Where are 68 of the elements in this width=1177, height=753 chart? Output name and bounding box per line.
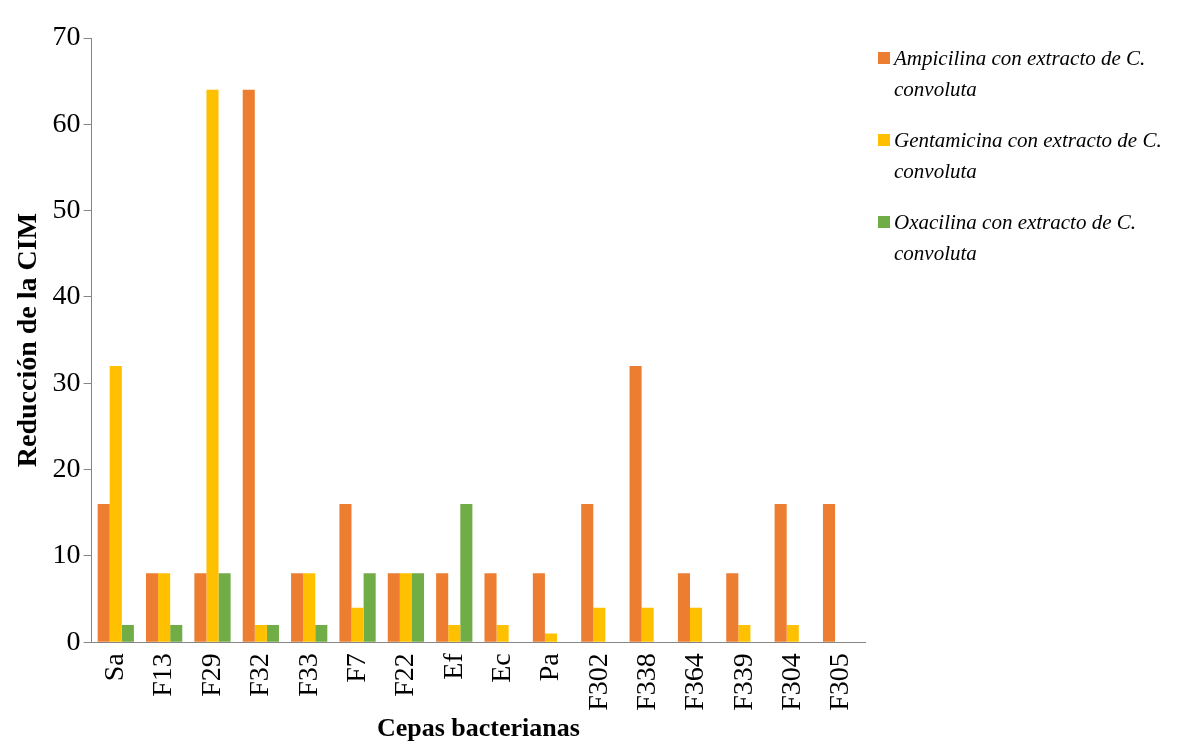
bar: [786, 624, 799, 642]
bar: [689, 607, 703, 642]
x-axis-title: Cepas bacterianas: [376, 713, 580, 743]
bar: [109, 366, 122, 642]
x-tick-label: Ec: [484, 653, 516, 683]
bar: [363, 573, 376, 642]
bar: [146, 573, 159, 642]
bar: [822, 504, 836, 642]
x-tick-label: F33: [291, 653, 323, 697]
legend-label: Ampicilina con extracto de C. convoluta: [894, 45, 1147, 103]
bar: [303, 573, 316, 642]
y-axis-title: Reducción de la CIM: [11, 212, 43, 468]
legend-label: Gentamicina con extracto de C. convoluta: [894, 127, 1163, 185]
x-tick-label: F7: [339, 653, 371, 683]
bar: [339, 504, 352, 642]
bar: [448, 624, 461, 642]
bar: [726, 573, 739, 642]
bar: [496, 624, 509, 642]
bar: [254, 624, 267, 642]
bar: [97, 504, 110, 642]
bar: [291, 573, 304, 642]
bar: [411, 573, 425, 642]
x-tick-label: F32: [243, 653, 275, 697]
x-tick-label: F29: [194, 653, 226, 697]
bar: [158, 573, 171, 642]
y-tick-label: 20: [52, 451, 81, 483]
bar: [242, 89, 255, 642]
bar: [738, 624, 751, 642]
bar: [593, 607, 606, 642]
x-tick-label: F305: [823, 653, 855, 711]
y-tick-label: 60: [52, 106, 81, 138]
x-tick-label: F302: [581, 653, 613, 711]
bar: [629, 366, 642, 642]
x-tick-label: F304: [775, 653, 807, 711]
bar: [436, 573, 449, 642]
y-tick-label: 30: [52, 365, 81, 397]
x-tick-label: Sa: [98, 652, 130, 682]
x-tick-label: F338: [630, 653, 662, 711]
legend-label: Oxacilina con extracto de C. convoluta: [894, 209, 1137, 267]
y-tick-label: 50: [52, 193, 81, 224]
bar: [351, 607, 364, 642]
x-tick-label: Ef: [436, 652, 468, 680]
bar: [774, 504, 787, 642]
bar: [170, 624, 183, 642]
y-tick-label: 40: [52, 279, 81, 311]
bar: [121, 624, 134, 642]
bar: [315, 624, 328, 642]
x-tick-label: F13: [146, 653, 178, 697]
bar: [460, 504, 473, 642]
bar: [484, 573, 497, 642]
y-tick-label: 0: [66, 624, 81, 656]
bar: [544, 633, 558, 642]
bar: [206, 89, 219, 642]
x-tick-label: F364: [678, 653, 710, 711]
bar: [194, 573, 207, 642]
y-tick-label: 70: [52, 20, 81, 52]
bar: [532, 573, 545, 642]
bar: [641, 607, 654, 642]
x-tick-label: Pa: [533, 652, 565, 682]
bar: [266, 624, 279, 642]
bar: [677, 573, 690, 642]
bar: [387, 573, 400, 642]
bar: [581, 504, 594, 642]
bar: [218, 573, 231, 642]
x-tick-label: F339: [726, 653, 758, 711]
y-tick-label: 10: [52, 538, 81, 570]
bar: [399, 573, 412, 642]
x-tick-label: F22: [388, 653, 420, 697]
